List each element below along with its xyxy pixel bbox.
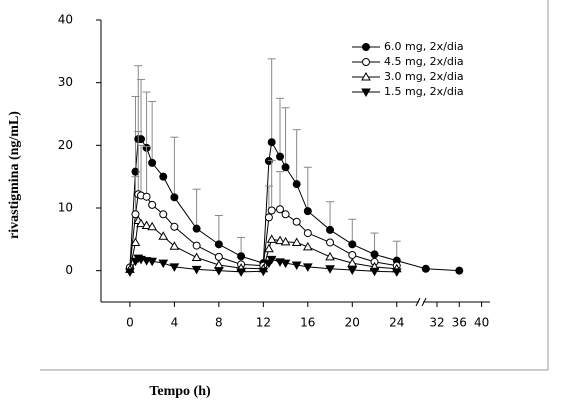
x-tick-label: 16 — [300, 316, 315, 330]
marker — [158, 231, 169, 240]
marker — [191, 265, 202, 275]
marker — [236, 268, 246, 277]
marker — [292, 180, 301, 189]
legend-label: 6.0 mg, 2x/dia — [384, 40, 464, 53]
marker — [348, 240, 357, 249]
marker — [214, 252, 223, 261]
x-tick-label: 40 — [474, 316, 489, 330]
axis-break — [415, 297, 421, 307]
legend-marker — [361, 88, 371, 98]
marker — [276, 152, 285, 161]
y-tick-label: 30 — [58, 75, 73, 89]
y-tick-label: 20 — [58, 138, 73, 152]
marker — [213, 267, 224, 276]
marker — [264, 213, 273, 222]
marker — [281, 210, 290, 219]
legend-label: 1.5 mg, 2x/dia — [384, 85, 464, 98]
x-axis-label: Tempo (h) — [149, 384, 211, 399]
marker — [258, 267, 269, 277]
marker — [280, 236, 291, 246]
x-tick-label: 20 — [345, 316, 360, 330]
marker — [192, 241, 201, 250]
y-tick-label: 0 — [65, 263, 73, 277]
y-tick-label: 10 — [58, 201, 73, 215]
marker — [159, 172, 168, 181]
x-tick-label: 4 — [171, 316, 179, 330]
marker — [347, 258, 358, 267]
x-tick-label: 24 — [389, 316, 404, 330]
marker — [276, 205, 285, 214]
marker — [264, 157, 273, 165]
marker — [281, 163, 290, 172]
y-axis-label: rivastigmina (ng/mL) — [7, 111, 22, 239]
marker — [302, 241, 313, 251]
marker — [147, 221, 158, 231]
marker — [303, 207, 312, 216]
marker — [391, 268, 402, 277]
marker — [266, 255, 277, 265]
marker — [267, 206, 276, 215]
marker — [159, 210, 168, 219]
marker — [137, 135, 146, 144]
marker — [170, 222, 179, 231]
marker — [291, 261, 302, 271]
marker — [148, 158, 157, 167]
marker — [141, 220, 152, 230]
legend-label: 3.0 mg, 2x/dia — [384, 70, 464, 83]
x-tick-label: 32 — [429, 316, 444, 330]
marker — [325, 251, 335, 261]
legend-marker — [361, 71, 371, 81]
marker — [267, 138, 276, 147]
marker — [369, 267, 380, 277]
marker — [148, 200, 157, 209]
x-tick-label: 12 — [256, 316, 271, 330]
marker — [125, 268, 135, 277]
legend-marker — [362, 43, 370, 51]
marker — [142, 192, 151, 201]
marker — [326, 238, 335, 247]
marker — [303, 229, 312, 238]
marker — [348, 251, 357, 259]
marker — [192, 224, 201, 233]
marker — [158, 259, 169, 269]
marker — [280, 259, 291, 269]
marker — [131, 167, 140, 176]
x-tick-label: 8 — [215, 316, 223, 330]
marker — [292, 217, 301, 226]
marker — [347, 266, 358, 276]
y-tick-label: 40 — [58, 13, 73, 27]
marker — [147, 257, 158, 267]
marker — [421, 264, 430, 273]
marker — [169, 263, 180, 272]
marker — [170, 193, 179, 202]
marker — [370, 250, 379, 259]
marker — [326, 225, 335, 234]
marker — [191, 252, 202, 262]
marker — [169, 241, 180, 250]
legend-marker — [362, 58, 370, 66]
marker — [264, 243, 274, 253]
marker — [130, 237, 141, 246]
axis-break — [421, 297, 427, 307]
marker — [275, 235, 285, 245]
marker — [237, 252, 246, 261]
marker — [325, 265, 335, 274]
marker — [291, 237, 302, 246]
marker — [214, 240, 223, 249]
marker — [136, 218, 146, 228]
marker — [302, 263, 313, 272]
marker — [266, 234, 277, 243]
x-tick-label: 0 — [126, 316, 134, 330]
x-tick-label: 36 — [452, 316, 467, 330]
marker — [131, 210, 140, 219]
series-line — [129, 138, 460, 272]
legend-label: 4.5 mg, 2x/dia — [384, 55, 464, 68]
marker — [455, 266, 464, 275]
